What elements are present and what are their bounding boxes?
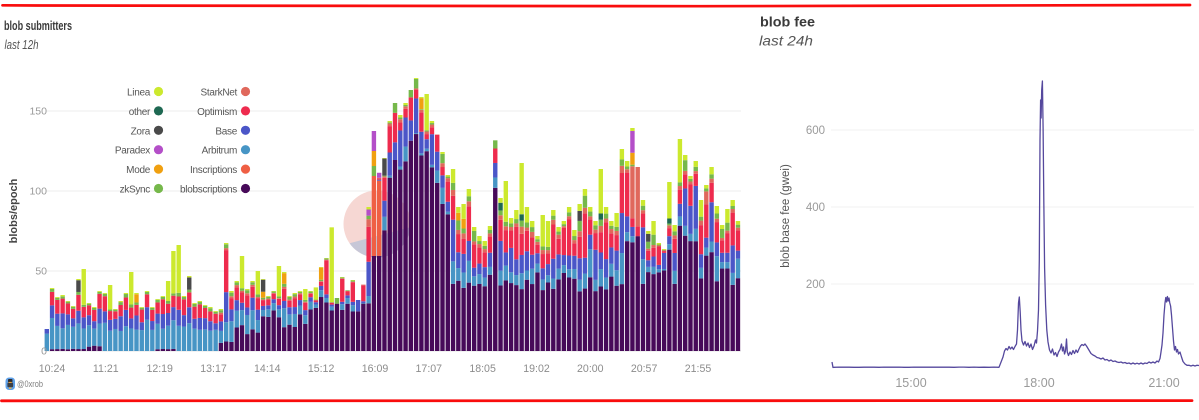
svg-text:@0xrob: @0xrob — [17, 379, 43, 390]
svg-text:600: 600 — [806, 125, 825, 137]
svg-text:400: 400 — [806, 202, 825, 214]
svg-text:15:12: 15:12 — [308, 363, 335, 375]
svg-text:blob submitters: blob submitters — [4, 18, 72, 33]
svg-text:other: other — [129, 107, 151, 118]
svg-text:blob base fee (gwei): blob base fee (gwei) — [780, 164, 792, 268]
svg-text:50: 50 — [35, 266, 47, 278]
svg-text:200: 200 — [806, 279, 825, 291]
svg-text:15:00: 15:00 — [895, 376, 926, 390]
svg-text:20:57: 20:57 — [631, 363, 658, 375]
svg-text:blobscriptions: blobscriptions — [180, 185, 237, 196]
svg-text:blobs/epoch: blobs/epoch — [8, 178, 20, 243]
svg-text:10:24: 10:24 — [39, 363, 66, 375]
svg-text:21:00: 21:00 — [1148, 376, 1179, 390]
svg-text:100: 100 — [29, 186, 47, 198]
svg-text:20:00: 20:00 — [577, 363, 604, 375]
svg-text:14:14: 14:14 — [254, 363, 281, 375]
svg-text:12:19: 12:19 — [146, 363, 173, 375]
svg-text:Base: Base — [215, 126, 237, 137]
svg-text:Paradex: Paradex — [115, 146, 150, 157]
svg-text:13:17: 13:17 — [200, 363, 227, 375]
svg-text:Zora: Zora — [131, 126, 151, 137]
svg-text:16:09: 16:09 — [362, 363, 389, 375]
svg-text:zkSync: zkSync — [120, 185, 151, 196]
svg-text:0: 0 — [41, 346, 47, 358]
svg-text:Mode: Mode — [126, 165, 151, 176]
svg-text:last 12h: last 12h — [5, 38, 39, 52]
svg-text:150: 150 — [29, 106, 47, 118]
svg-text:19:02: 19:02 — [523, 363, 550, 375]
svg-text:Inscriptions: Inscriptions — [190, 165, 237, 176]
svg-text:Linea: Linea — [127, 88, 151, 99]
svg-text:blob fee: blob fee — [760, 14, 815, 30]
svg-text:18:00: 18:00 — [1023, 376, 1054, 390]
svg-text:last 24h: last 24h — [759, 34, 813, 49]
svg-text:18:05: 18:05 — [469, 363, 496, 375]
svg-text:Optimism: Optimism — [197, 107, 237, 118]
svg-text:StarkNet: StarkNet — [200, 88, 237, 99]
svg-text:Arbitrum: Arbitrum — [202, 146, 237, 157]
svg-text:21:55: 21:55 — [685, 363, 712, 375]
svg-text:11:21: 11:21 — [93, 363, 119, 375]
svg-text:17:07: 17:07 — [416, 363, 443, 375]
